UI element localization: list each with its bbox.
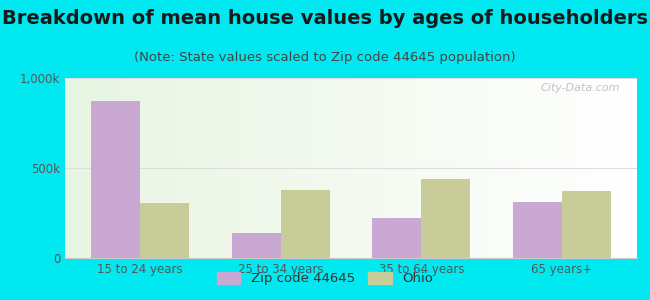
Bar	[421, 179, 471, 258]
Text: (Note: State values scaled to Zip code 44645 population): (Note: State values scaled to Zip code 4…	[134, 51, 516, 64]
Bar	[140, 203, 189, 258]
Bar	[231, 233, 281, 258]
Bar	[91, 101, 140, 258]
Bar	[281, 190, 330, 258]
Bar	[513, 202, 562, 258]
Text: Breakdown of mean house values by ages of householders: Breakdown of mean house values by ages o…	[2, 9, 648, 28]
Text: City-Data.com: City-Data.com	[540, 83, 620, 93]
Legend: Zip code 44645, Ohio: Zip code 44645, Ohio	[211, 266, 439, 290]
Bar	[372, 218, 421, 258]
Bar	[562, 191, 611, 258]
